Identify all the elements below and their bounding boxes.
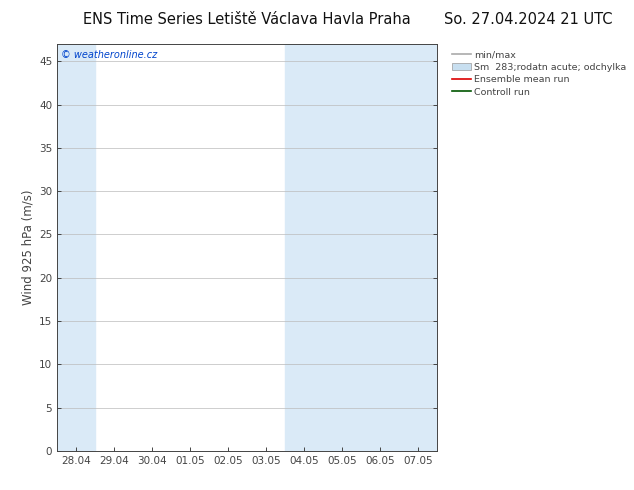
Bar <box>285 44 361 451</box>
Text: ENS Time Series Letiště Václava Havla Praha: ENS Time Series Letiště Václava Havla Pr… <box>84 12 411 27</box>
Legend: min/max, Sm  283;rodatn acute; odchylka, Ensemble mean run, Controll run: min/max, Sm 283;rodatn acute; odchylka, … <box>450 49 628 98</box>
Bar <box>361 44 437 451</box>
Bar <box>57 44 95 451</box>
Y-axis label: Wind 925 hPa (m/s): Wind 925 hPa (m/s) <box>22 190 35 305</box>
Text: © weatheronline.cz: © weatheronline.cz <box>61 50 157 60</box>
Text: So. 27.04.2024 21 UTC: So. 27.04.2024 21 UTC <box>444 12 612 27</box>
